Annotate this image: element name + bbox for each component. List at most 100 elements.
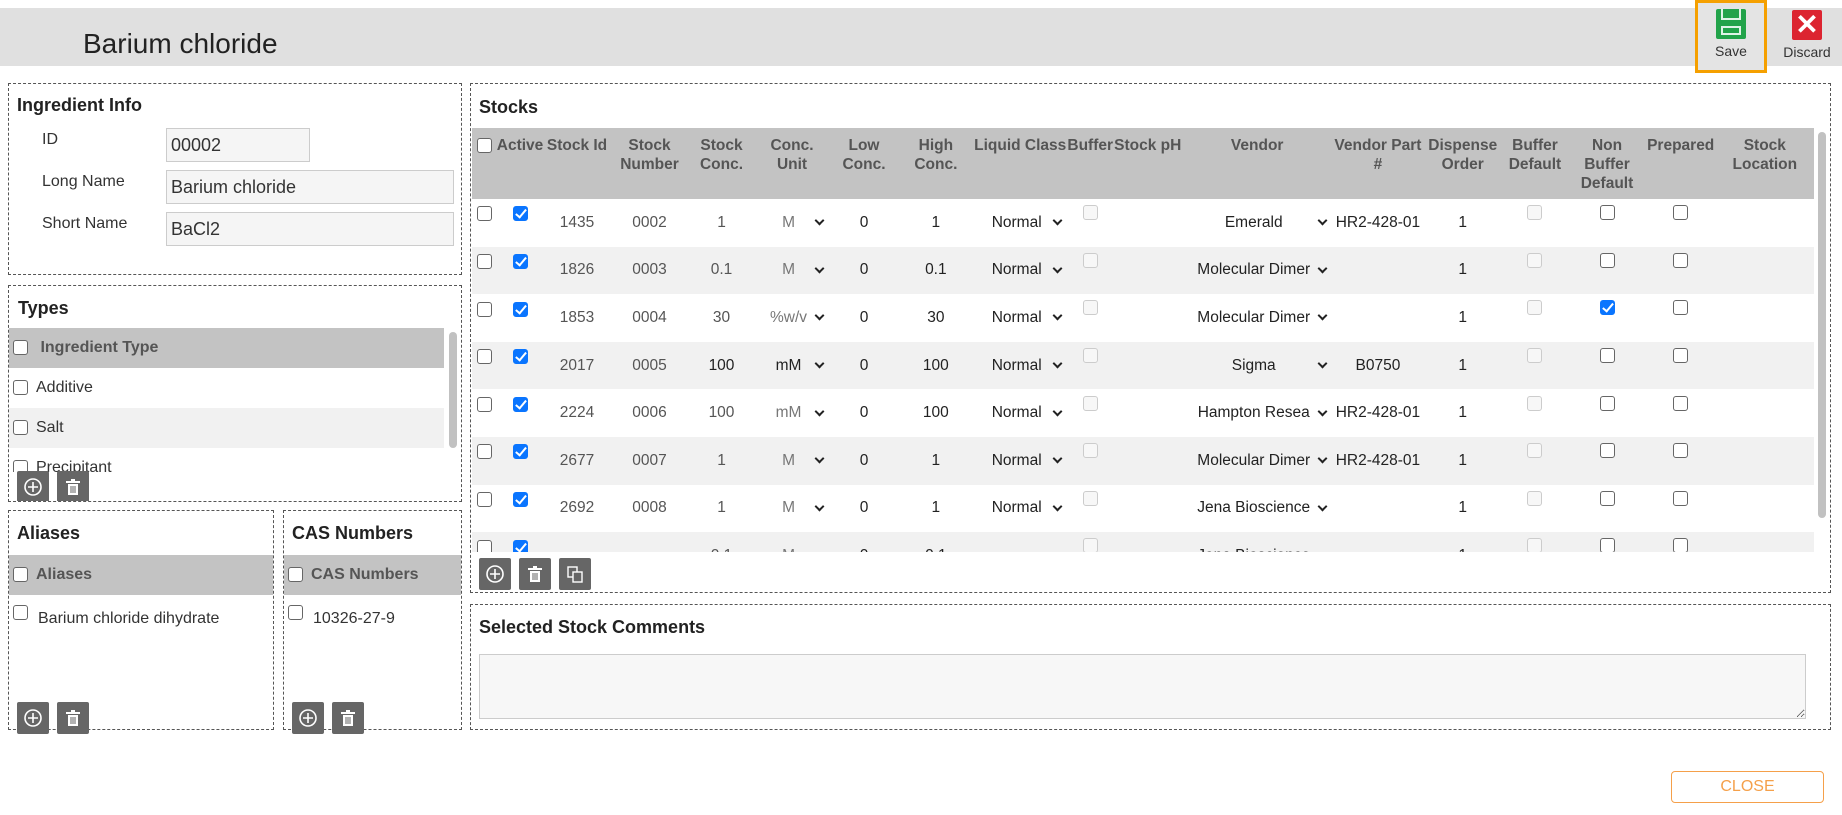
row-select-checkbox[interactable] [476, 254, 492, 269]
non-buffer-default-checkbox[interactable] [1599, 443, 1615, 459]
prepared-checkbox[interactable] [1673, 300, 1689, 316]
liquid-class-select[interactable]: Normal [973, 357, 1067, 375]
id-field[interactable] [166, 128, 310, 162]
type-checkbox[interactable] [13, 460, 28, 472]
row-select-checkbox[interactable] [476, 301, 492, 317]
delete-type-button[interactable] [57, 471, 89, 501]
non-buffer-default-checkbox[interactable] [1599, 300, 1615, 316]
select-all-column[interactable] [472, 128, 497, 199]
table-row[interactable]: 0.1 M 0 0.1 Jena Bioscience 1 [472, 532, 1814, 552]
active-checkbox[interactable] [512, 444, 528, 460]
table-row[interactable]: 1826 0003 0.1 M 0 0.1 Normal Molecular Dimer 1 [472, 246, 1814, 295]
non-buffer-default-checkbox[interactable] [1599, 490, 1615, 506]
type-checkbox[interactable] [13, 420, 28, 436]
select-all-aliases-checkbox[interactable] [13, 567, 28, 583]
row-select-checkbox[interactable] [476, 349, 492, 365]
prepared-checkbox[interactable] [1673, 538, 1689, 552]
alias-checkbox[interactable] [13, 605, 28, 620]
list-item[interactable]: Barium chloride dihydrate [9, 595, 273, 635]
short-name-field[interactable] [166, 212, 454, 246]
row-select-checkbox[interactable] [476, 206, 492, 222]
trash-icon [341, 710, 355, 726]
vendor-select[interactable]: Molecular Dimer [1182, 309, 1332, 327]
table-row[interactable]: 1435 0002 1 M 0 1 Normal Emerald HR2-428-01 1 [472, 199, 1814, 247]
vendor-select[interactable]: Emerald [1182, 214, 1332, 232]
liquid-class-select[interactable]: Normal [973, 261, 1067, 279]
conc-unit-select[interactable]: M [755, 261, 830, 279]
non-buffer-default-checkbox[interactable] [1599, 205, 1615, 221]
active-checkbox[interactable] [512, 396, 528, 412]
add-alias-button[interactable] [17, 702, 49, 734]
prepared-checkbox[interactable] [1673, 443, 1689, 459]
copy-stock-button[interactable] [559, 558, 591, 590]
types-scrollbar[interactable] [449, 332, 457, 448]
vendor-select[interactable]: Jena Bioscience [1182, 499, 1332, 517]
non-buffer-default-checkbox[interactable] [1599, 252, 1615, 268]
active-checkbox[interactable] [512, 349, 528, 365]
conc-unit-select[interactable]: %w/v [755, 309, 830, 327]
active-checkbox[interactable] [512, 539, 528, 552]
table-row[interactable]: 2224 0006 100 mM 0 100 Normal Hampton Resea HR2-… [472, 389, 1814, 437]
conc-unit-select[interactable]: mM [755, 357, 830, 375]
row-select-checkbox[interactable] [476, 396, 492, 412]
row-select-checkbox[interactable] [476, 539, 492, 552]
active-checkbox[interactable] [512, 254, 528, 269]
table-row[interactable]: 2677 0007 1 M 0 1 Normal Molecular Dimer HR2-428… [472, 436, 1814, 485]
type-checkbox[interactable] [13, 380, 28, 396]
vendor-select[interactable]: Molecular Dimer [1182, 261, 1332, 279]
save-button[interactable]: Save [1695, 0, 1767, 73]
vendor-select[interactable]: Molecular Dimer [1182, 452, 1332, 470]
liquid-class-select[interactable]: Normal [973, 309, 1067, 327]
row-select-checkbox[interactable] [476, 491, 492, 507]
vendor-select[interactable]: Sigma [1182, 357, 1332, 375]
active-checkbox[interactable] [512, 206, 528, 222]
cas-checkbox[interactable] [288, 605, 303, 620]
column-header: Low Conc. [829, 128, 899, 199]
select-all-cas-checkbox[interactable] [288, 567, 303, 583]
stocks-scrollbar[interactable] [1818, 132, 1826, 518]
delete-cas-button[interactable] [332, 702, 364, 734]
liquid-class-select[interactable]: Normal [973, 404, 1067, 422]
list-item[interactable]: Additive [9, 368, 444, 408]
conc-unit-select[interactable]: M [755, 452, 830, 470]
prepared-checkbox[interactable] [1673, 205, 1689, 221]
conc-unit-select[interactable]: M [755, 499, 830, 517]
long-name-field[interactable] [166, 170, 454, 204]
conc-unit-select[interactable]: M [755, 547, 830, 552]
table-cell [1502, 199, 1569, 247]
prepared-checkbox[interactable] [1673, 490, 1689, 506]
delete-alias-button[interactable] [57, 702, 89, 734]
list-item[interactable]: Salt [9, 408, 444, 448]
prepared-checkbox[interactable] [1673, 252, 1689, 268]
close-button[interactable]: CLOSE [1671, 771, 1824, 803]
conc-unit-select[interactable]: M [755, 214, 830, 232]
table-row[interactable]: 1853 0004 30 %w/v 0 30 Normal Molecular Dimer 1 [472, 294, 1814, 342]
vendor-select[interactable]: Hampton Resea [1182, 404, 1332, 422]
conc-unit-select[interactable]: mM [755, 404, 830, 422]
add-cas-button[interactable] [292, 702, 324, 734]
active-checkbox[interactable] [512, 301, 528, 317]
liquid-class-select[interactable]: Normal [973, 452, 1067, 470]
table-row[interactable]: 2017 0005 100 mM 0 100 Normal Sigma B0750 1 [472, 341, 1814, 390]
list-item[interactable]: Precipitant [9, 448, 444, 472]
select-all-stocks-checkbox[interactable] [476, 138, 492, 154]
liquid-class-select[interactable]: Normal [973, 499, 1067, 517]
table-row[interactable]: 2692 0008 1 M 0 1 Normal Jena Bioscience 1 [472, 485, 1814, 533]
select-all-types-checkbox[interactable] [13, 340, 28, 356]
non-buffer-default-checkbox[interactable] [1599, 538, 1615, 552]
list-item[interactable]: 10326-27-9 [284, 595, 461, 635]
prepared-checkbox[interactable] [1673, 347, 1689, 363]
table-cell: M [755, 485, 830, 533]
discard-button[interactable]: ✕ Discard [1780, 10, 1834, 83]
non-buffer-default-checkbox[interactable] [1599, 395, 1615, 411]
active-checkbox[interactable] [512, 491, 528, 507]
prepared-checkbox[interactable] [1673, 395, 1689, 411]
non-buffer-default-checkbox[interactable] [1599, 347, 1615, 363]
add-type-button[interactable] [17, 471, 49, 501]
vendor-select[interactable]: Jena Bioscience [1182, 547, 1332, 552]
add-stock-button[interactable] [479, 558, 511, 590]
liquid-class-select[interactable]: Normal [973, 214, 1067, 232]
delete-stock-button[interactable] [519, 558, 551, 590]
stock-comments-textarea[interactable] [479, 654, 1806, 719]
row-select-checkbox[interactable] [476, 444, 492, 460]
